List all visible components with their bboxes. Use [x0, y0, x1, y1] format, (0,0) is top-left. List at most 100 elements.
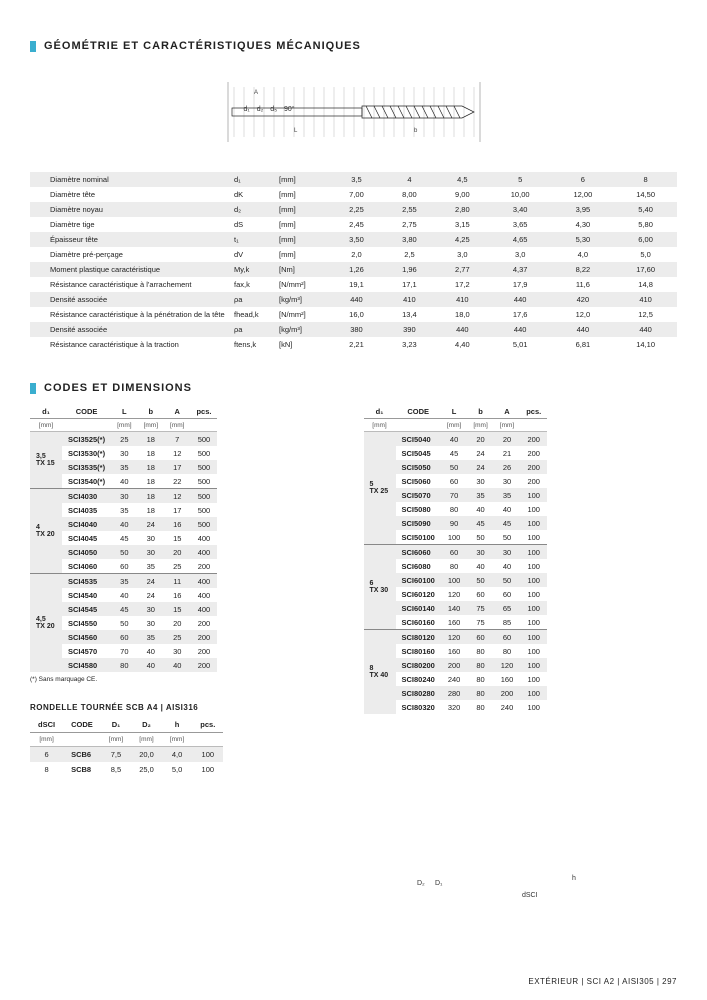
- geom-val: 390: [383, 322, 436, 337]
- geom-label: Densité associée: [30, 322, 230, 337]
- diag-ds: d₅: [270, 106, 277, 113]
- geom-val: 16,0: [330, 307, 383, 322]
- A: 160: [494, 672, 520, 686]
- code: SCI4550: [62, 616, 111, 630]
- L: 45: [111, 531, 137, 545]
- section-geom-title-text: GÉOMÉTRIE ET CARACTÉRISTIQUES MÉCANIQUES: [44, 40, 361, 52]
- L: 40: [111, 588, 137, 602]
- pcs: 100: [520, 700, 547, 714]
- geom-val: 3,0: [489, 247, 552, 262]
- code: SCI4560: [62, 630, 111, 644]
- rondelle-row: 8SCB88,525,05,0100: [30, 762, 223, 777]
- pcs: 100: [520, 644, 547, 658]
- code: SCI5090: [396, 516, 441, 530]
- A: 200: [494, 686, 520, 700]
- b: 30: [138, 602, 164, 616]
- geom-val: 3,40: [489, 202, 552, 217]
- geom-val: 8,00: [383, 187, 436, 202]
- A: 30: [494, 474, 520, 488]
- geom-val: 410: [383, 292, 436, 307]
- b: 50: [467, 573, 493, 587]
- geom-label: Diamètre tête: [30, 187, 230, 202]
- b: 30: [467, 474, 493, 488]
- L: 280: [441, 686, 467, 700]
- geom-val: 440: [614, 322, 677, 337]
- geom-sym: t₁: [230, 232, 275, 247]
- geom-val: 5,80: [614, 217, 677, 232]
- code: SCI5050: [396, 460, 441, 474]
- h-b: b: [138, 404, 164, 419]
- pcs: 400: [190, 574, 217, 589]
- geom-val: 410: [614, 292, 677, 307]
- b: 35: [138, 559, 164, 574]
- h-code: CODE: [396, 404, 441, 419]
- geom-val: 440: [436, 322, 489, 337]
- L: 120: [441, 587, 467, 601]
- geom-sym: fax,k: [230, 277, 275, 292]
- geom-val: 2,21: [330, 337, 383, 352]
- A: 20: [164, 616, 190, 630]
- code-row: 6TX 30SCI6060 60 30 30 100: [364, 545, 548, 560]
- L: 70: [441, 488, 467, 502]
- b: 45: [467, 516, 493, 530]
- code: SCI4050: [62, 545, 111, 559]
- geom-val: 18,0: [436, 307, 489, 322]
- geom-val: 3,5: [330, 172, 383, 187]
- L: 50: [111, 545, 137, 559]
- h-pcs: pcs.: [190, 404, 217, 419]
- geom-val: 4,5: [436, 172, 489, 187]
- code: SCI4045: [62, 531, 111, 545]
- A: 45: [494, 516, 520, 530]
- A: 240: [494, 700, 520, 714]
- code: SCI80240: [396, 672, 441, 686]
- geom-row: Diamètre nominal d₁ [mm]3,544,5568: [30, 172, 677, 187]
- A: 40: [494, 559, 520, 573]
- b: 60: [467, 630, 493, 645]
- code: SCI60100: [396, 573, 441, 587]
- title-bar-icon: [30, 383, 36, 394]
- geom-val: 440: [489, 322, 552, 337]
- geom-val: 12,5: [614, 307, 677, 322]
- code: SCI5045: [396, 446, 441, 460]
- code-row: 3,5TX 15SCI3525(*) 25 18 7 500: [30, 432, 217, 447]
- code: SCI4535: [62, 574, 111, 589]
- geom-row: Moment plastique caractéristique My,k [N…: [30, 262, 677, 277]
- L: 100: [441, 530, 467, 545]
- geom-unit: [mm]: [275, 232, 330, 247]
- L: 40: [111, 474, 137, 489]
- geom-val: 5,40: [614, 202, 677, 217]
- A: 50: [494, 573, 520, 587]
- h-pcs: pcs.: [520, 404, 547, 419]
- L: 60: [111, 630, 137, 644]
- code: SCI80160: [396, 644, 441, 658]
- geom-unit: [mm]: [275, 202, 330, 217]
- geom-label: Diamètre noyau: [30, 202, 230, 217]
- h-d1: d₁: [364, 404, 396, 419]
- geom-val: 4: [383, 172, 436, 187]
- diagram-labels: d₁ d₂ d₅ 90°: [244, 106, 300, 113]
- code-row: 4TX 20SCI4030 30 18 12 500: [30, 489, 217, 504]
- group-label: 3,5TX 15: [30, 432, 62, 489]
- svg-text:b: b: [414, 128, 418, 134]
- L: 120: [441, 630, 467, 645]
- A: 85: [494, 615, 520, 630]
- rondelle-title: RONDELLE TOURNÉE SCB A4 | AISI316: [30, 703, 344, 712]
- geom-val: 17,6: [489, 307, 552, 322]
- geom-label: Épaisseur tête: [30, 232, 230, 247]
- geom-unit: [kg/m³]: [275, 322, 330, 337]
- geom-val: 2,55: [383, 202, 436, 217]
- b: 35: [467, 488, 493, 502]
- geom-label: Résistance caractéristique à l'arracheme…: [30, 277, 230, 292]
- geom-val: 3,0: [436, 247, 489, 262]
- A: 21: [494, 446, 520, 460]
- geom-val: 2,0: [330, 247, 383, 262]
- geom-val: 4,40: [436, 337, 489, 352]
- L: 35: [111, 574, 137, 589]
- geom-val: 7,00: [330, 187, 383, 202]
- b: 24: [138, 574, 164, 589]
- b: 80: [467, 686, 493, 700]
- geom-unit: [N/mm²]: [275, 277, 330, 292]
- L: 50: [441, 460, 467, 474]
- L: 35: [111, 503, 137, 517]
- b: 18: [138, 432, 164, 447]
